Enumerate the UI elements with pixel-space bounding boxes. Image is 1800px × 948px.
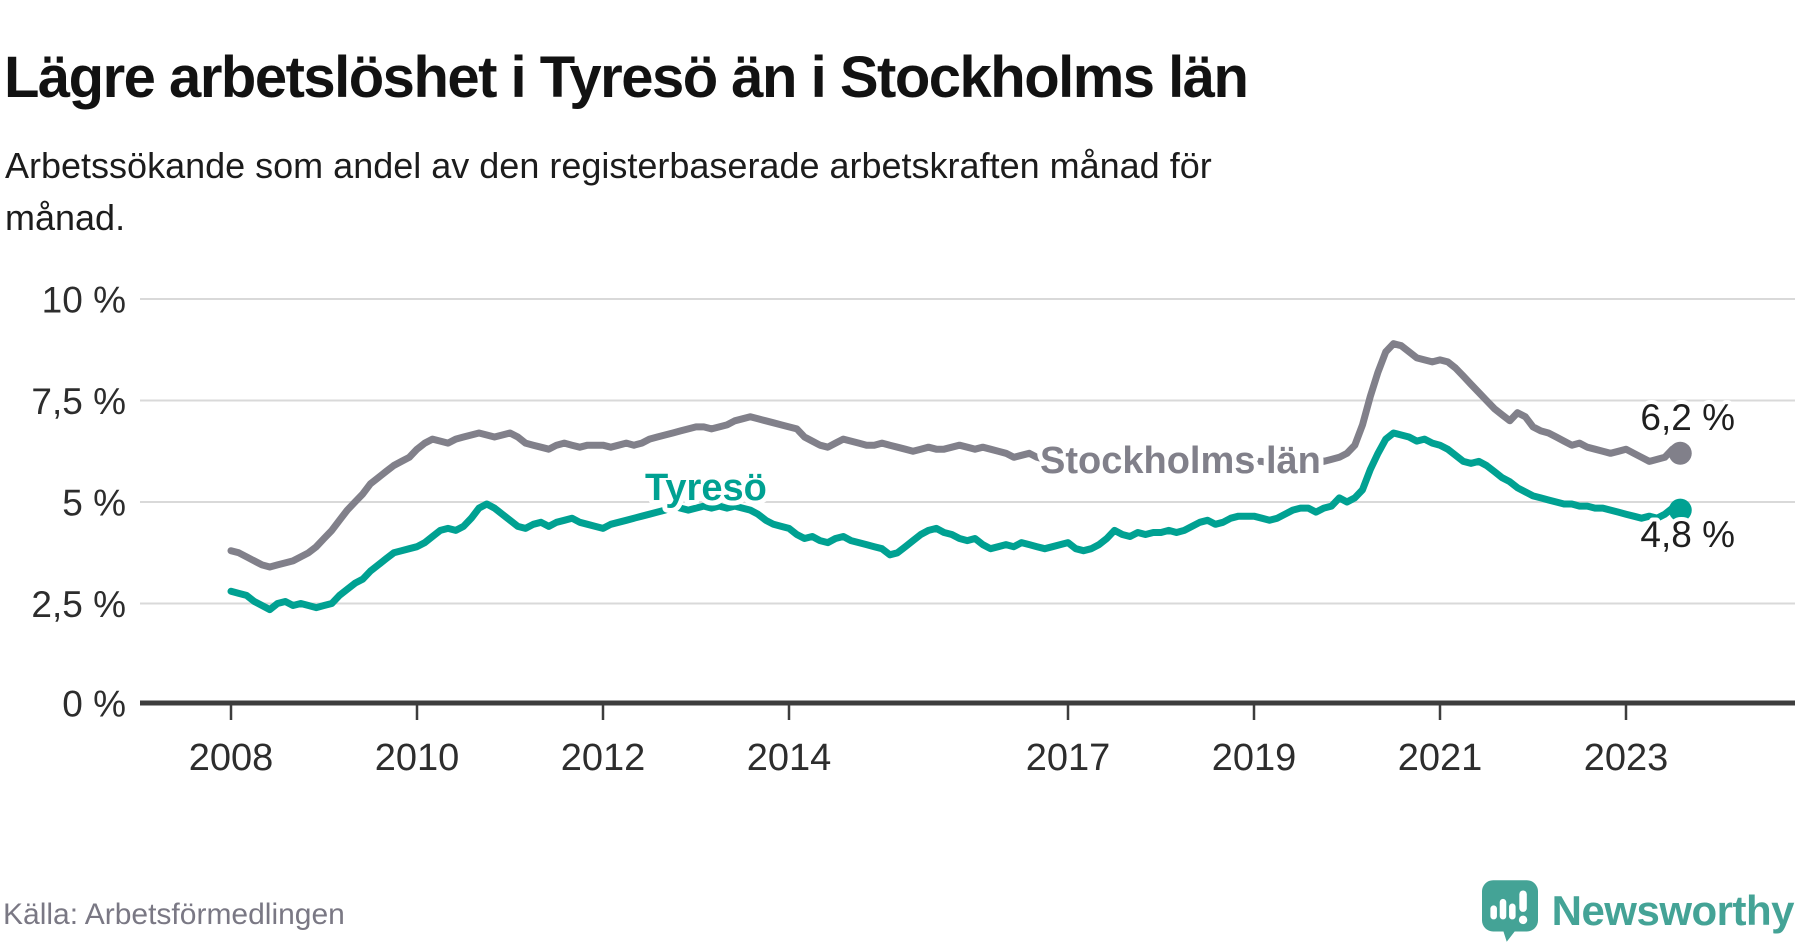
end-value-label-stockholm: 6,2 % bbox=[1640, 397, 1735, 438]
series-line-tyreso bbox=[227, 429, 1684, 614]
end-dot-stockholm bbox=[1668, 441, 1692, 465]
x-axis-tick-label: 2023 bbox=[1584, 737, 1669, 779]
y-axis-tick-label: 5 % bbox=[62, 483, 126, 524]
x-axis-tick-label: 2017 bbox=[1026, 737, 1111, 779]
series-line-stockholm bbox=[227, 340, 1684, 571]
speech-bubble-bar-chart-icon bbox=[1481, 880, 1538, 942]
newsworthy-logo: Newsworthy bbox=[1481, 880, 1795, 942]
end-dot-tyreso bbox=[1668, 498, 1692, 522]
x-axis-tick-label: 2008 bbox=[189, 737, 274, 779]
chart-title: Lägre arbetslöshet i Tyresö än i Stockho… bbox=[4, 44, 1249, 110]
end-value-label-tyreso: 4,8 % bbox=[1640, 514, 1735, 555]
x-axis-tick-label: 2010 bbox=[375, 737, 460, 779]
series-label-stockholm: Stockholms län bbox=[1040, 440, 1321, 482]
chart-subtitle-line2: månad. bbox=[5, 197, 126, 239]
y-axis-tick-label: 2,5 % bbox=[31, 584, 126, 625]
y-axis-tick-label: 0 % bbox=[62, 684, 126, 725]
y-axis-tick-label: 10 % bbox=[42, 280, 126, 321]
x-axis-tick-label: 2014 bbox=[747, 737, 832, 779]
source-note: Källa: Arbetsförmedlingen bbox=[3, 898, 345, 931]
y-axis-tick-label: 7,5 % bbox=[31, 381, 126, 422]
series-label-tyreso: Tyresö bbox=[645, 467, 767, 509]
brand-name: Newsworthy bbox=[1551, 887, 1795, 934]
x-axis-tick-label: 2012 bbox=[561, 737, 646, 779]
x-axis-tick-label: 2021 bbox=[1398, 737, 1483, 779]
x-axis-tick-label: 2019 bbox=[1212, 737, 1297, 779]
chart-subtitle: Arbetssökande som andel av den registerb… bbox=[5, 140, 1505, 244]
chart-subtitle-line1: Arbetssökande som andel av den registerb… bbox=[5, 145, 1212, 186]
